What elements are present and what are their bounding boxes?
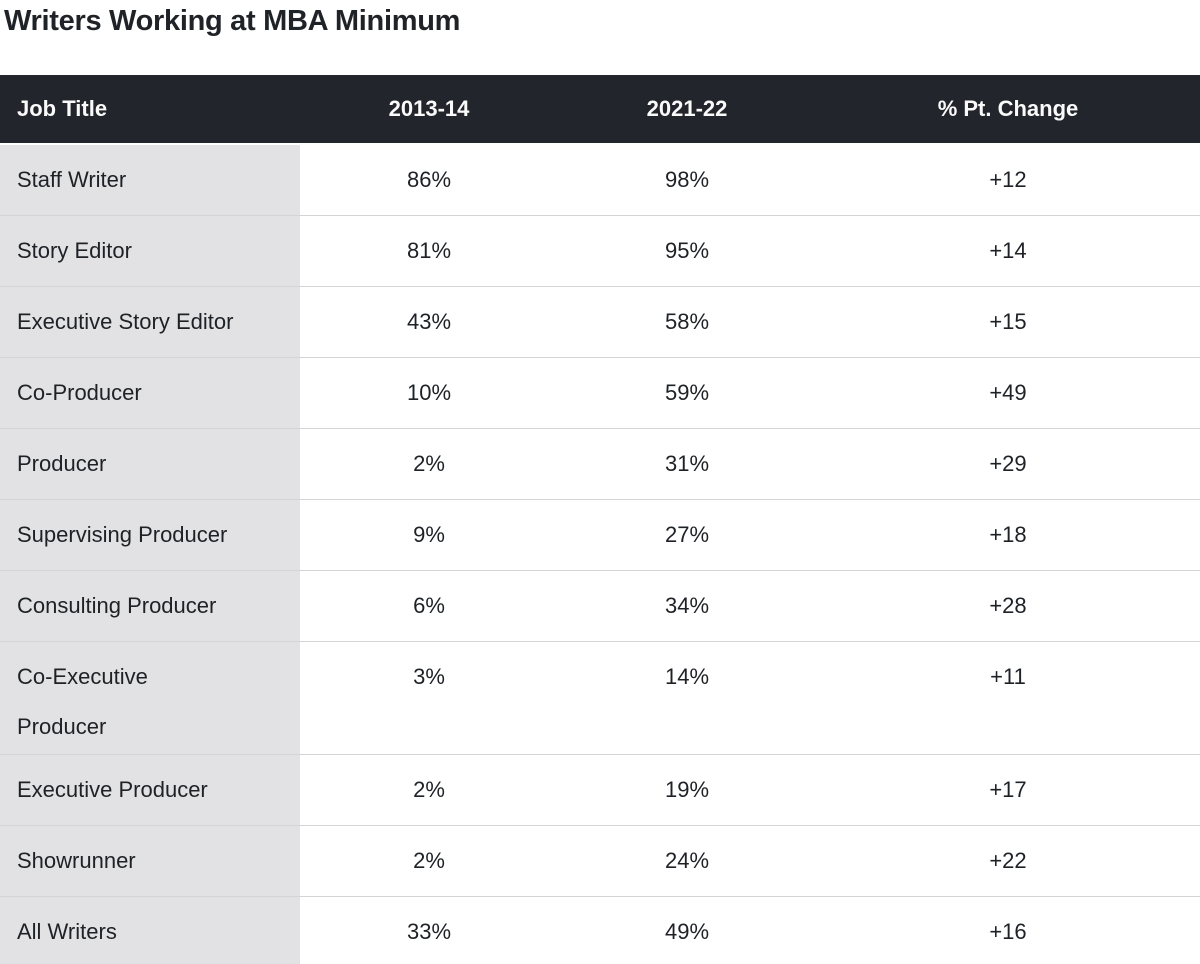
pt-change-cell: +22 bbox=[816, 825, 1200, 897]
job-title-cell: Co-Executive Producer bbox=[0, 641, 300, 755]
value-2021-22-cell: 98% bbox=[664, 167, 710, 192]
job-title-cell: Executive Story Editor bbox=[0, 286, 300, 358]
value-2021-22-cell: 58% bbox=[558, 286, 816, 358]
pt-change-cell: +11 bbox=[816, 641, 1200, 755]
value-2013-14-cell: 86% bbox=[406, 167, 452, 192]
job-title-cell: Story Editor bbox=[0, 215, 300, 287]
value-2021-22-cell: 24% bbox=[558, 825, 816, 897]
job-title-cell: Showrunner bbox=[0, 825, 300, 897]
value-2013-14-cell: 6% bbox=[300, 570, 558, 642]
column-header-pt-change: % Pt. Change bbox=[816, 75, 1200, 145]
writers-mba-minimum-table: Job Title 2013-14 2021-22 % Pt. Change S… bbox=[0, 75, 1200, 964]
job-title-cell: Co-Producer bbox=[0, 357, 300, 429]
value-2013-14-cell: 3% bbox=[300, 641, 558, 755]
table-row: Executive Story Editor 43% 58% +15 bbox=[0, 286, 1200, 358]
job-title-cell: Executive Producer bbox=[0, 754, 300, 826]
pt-change-cell: +18 bbox=[816, 499, 1200, 571]
pt-change-cell: +16 bbox=[816, 896, 1200, 964]
value-2021-22-cell: 19% bbox=[558, 754, 816, 826]
value-2013-14-cell: 10% bbox=[300, 357, 558, 429]
table-header: Job Title 2013-14 2021-22 % Pt. Change bbox=[0, 75, 1200, 145]
value-2021-22-cell: 14% bbox=[558, 641, 816, 755]
table-row: Co-Producer 10% 59% +49 bbox=[0, 357, 1200, 429]
column-header-2013-14: 2013-14 bbox=[300, 75, 558, 145]
pt-change-cell: +12 bbox=[989, 167, 1027, 192]
table-row: Consulting Producer 6% 34% +28 bbox=[0, 570, 1200, 642]
page-title: Writers Working at MBA Minimum bbox=[4, 5, 461, 37]
job-title-cell: Supervising Producer bbox=[0, 499, 300, 571]
table-row: Story Editor 81% 95% +14 bbox=[0, 215, 1200, 287]
job-title-cell: Consulting Producer bbox=[0, 570, 300, 642]
value-2021-22-cell: 59% bbox=[558, 357, 816, 429]
pt-change-cell: +17 bbox=[816, 754, 1200, 826]
table-row: Co-Executive Producer 3% 14% +11 bbox=[0, 641, 1200, 755]
pt-change-cell: +28 bbox=[816, 570, 1200, 642]
job-title-cell: Producer bbox=[0, 428, 300, 500]
value-2021-22-cell: 27% bbox=[558, 499, 816, 571]
pt-change-cell: +29 bbox=[816, 428, 1200, 500]
header-row: Job Title 2013-14 2021-22 % Pt. Change bbox=[0, 75, 1200, 145]
value-2013-14-cell: 33% bbox=[300, 896, 558, 964]
table-row: Showrunner 2% 24% +22 bbox=[0, 825, 1200, 897]
value-2013-14-cell: 2% bbox=[300, 428, 558, 500]
value-2013-14-cell: 9% bbox=[300, 499, 558, 571]
value-2013-14-cell: 81% bbox=[300, 215, 558, 287]
value-2021-22-cell: 31% bbox=[558, 428, 816, 500]
value-2021-22-cell: 95% bbox=[558, 215, 816, 287]
value-2013-14-cell: 43% bbox=[300, 286, 558, 358]
value-2021-22-cell: 49% bbox=[558, 896, 816, 964]
column-header-2021-22: 2021-22 bbox=[558, 75, 816, 145]
table-row: Producer 2% 31% +29 bbox=[0, 428, 1200, 500]
table-row: All Writers 33% 49% +16 bbox=[0, 896, 1200, 964]
value-2013-14-cell: 2% bbox=[300, 754, 558, 826]
pt-change-cell: +49 bbox=[816, 357, 1200, 429]
job-title-cell: Staff Writer bbox=[0, 144, 300, 216]
value-2013-14-cell: 2% bbox=[300, 825, 558, 897]
table-row: Supervising Producer 9% 27% +18 bbox=[0, 499, 1200, 571]
table-body: Staff Writer 86% 98% +12 Story Editor 81… bbox=[0, 144, 1200, 964]
pt-change-cell: +14 bbox=[816, 215, 1200, 287]
value-2021-22-cell: 34% bbox=[558, 570, 816, 642]
pt-change-cell: +15 bbox=[816, 286, 1200, 358]
table-row: Executive Producer 2% 19% +17 bbox=[0, 754, 1200, 826]
column-header-job-title: Job Title bbox=[0, 75, 300, 145]
table-row: Staff Writer 86% 98% +12 bbox=[0, 144, 1200, 216]
job-title-cell: All Writers bbox=[0, 896, 300, 964]
